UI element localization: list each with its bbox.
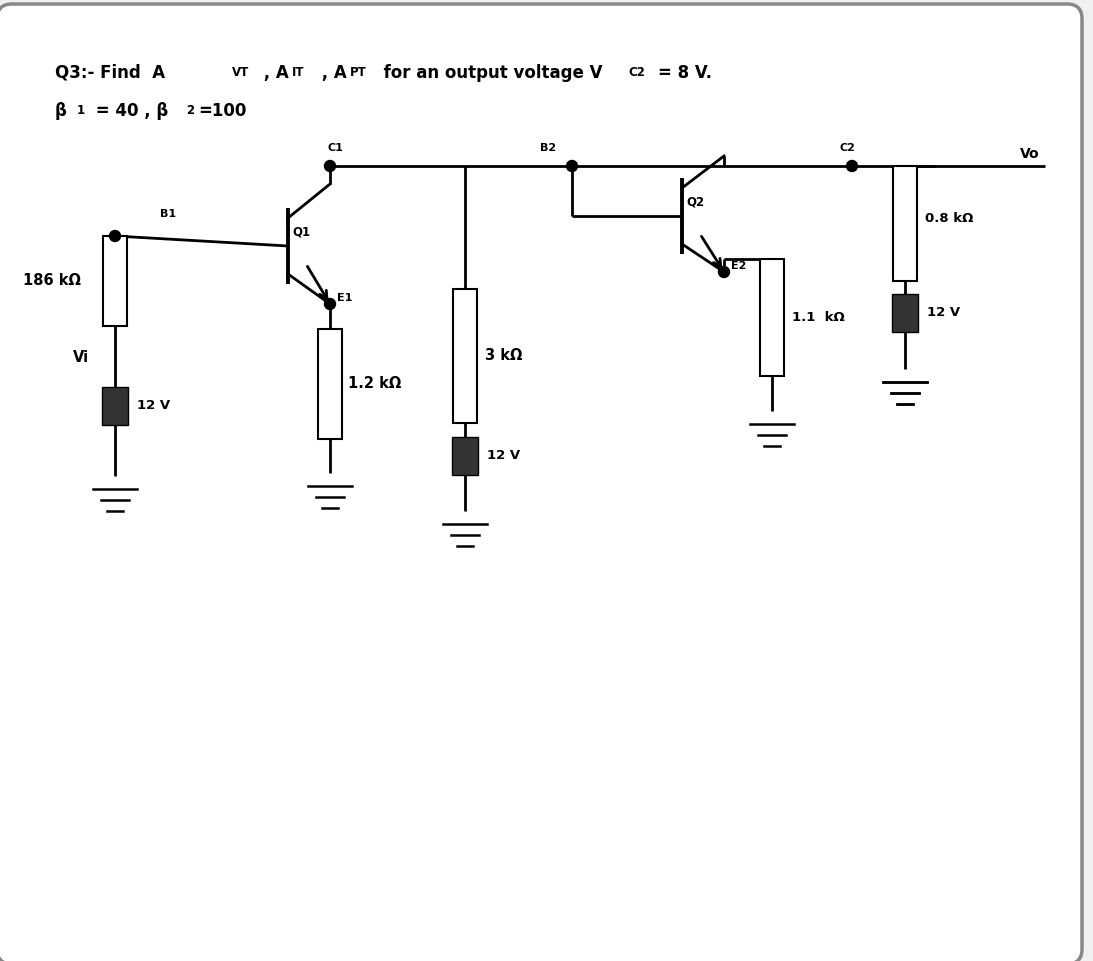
Bar: [103, 236, 127, 326]
Text: 3 kΩ: 3 kΩ: [485, 349, 522, 363]
Text: C2: C2: [841, 143, 856, 153]
Text: B2: B2: [540, 143, 556, 153]
Circle shape: [718, 266, 729, 278]
Text: 0.8 kΩ: 0.8 kΩ: [925, 212, 974, 225]
Text: 186 kΩ: 186 kΩ: [23, 274, 81, 288]
Text: PT: PT: [350, 66, 367, 80]
Text: 1.1  kΩ: 1.1 kΩ: [792, 311, 845, 324]
Text: 2: 2: [186, 105, 195, 117]
Text: 12 V: 12 V: [137, 400, 171, 412]
Bar: [892, 294, 918, 332]
Bar: [102, 387, 128, 425]
FancyBboxPatch shape: [0, 4, 1082, 961]
Bar: [760, 259, 784, 376]
Text: IT: IT: [292, 66, 305, 80]
Bar: [453, 289, 477, 423]
Text: = 8 V.: = 8 V.: [658, 64, 712, 82]
Text: 1: 1: [77, 105, 85, 117]
Text: = 40 , β: = 40 , β: [90, 102, 168, 120]
Circle shape: [325, 299, 336, 309]
Text: E1: E1: [337, 293, 352, 303]
Text: C2: C2: [628, 66, 645, 80]
Text: Vi: Vi: [73, 351, 90, 365]
Bar: [893, 166, 917, 281]
Text: 1.2 kΩ: 1.2 kΩ: [348, 377, 401, 391]
Text: , A: , A: [258, 64, 289, 82]
Text: , A: , A: [316, 64, 346, 82]
Text: Q1: Q1: [292, 226, 310, 238]
Text: β: β: [55, 102, 67, 120]
Text: Q2: Q2: [686, 195, 704, 209]
Circle shape: [109, 231, 120, 241]
Text: 12 V: 12 V: [927, 307, 960, 319]
Bar: [453, 437, 478, 475]
Circle shape: [846, 160, 858, 171]
Circle shape: [566, 160, 577, 171]
Text: =100: =100: [198, 102, 246, 120]
Text: C1: C1: [328, 143, 344, 153]
Bar: [318, 329, 342, 439]
Text: 12 V: 12 V: [487, 450, 520, 462]
Text: E2: E2: [731, 261, 747, 271]
Text: Vo: Vo: [1020, 147, 1039, 161]
Text: for an output voltage V: for an output voltage V: [372, 64, 602, 82]
Text: VT: VT: [232, 66, 249, 80]
Text: Q3:- Find  A: Q3:- Find A: [55, 64, 165, 82]
Text: B1: B1: [160, 209, 176, 219]
Circle shape: [325, 160, 336, 171]
